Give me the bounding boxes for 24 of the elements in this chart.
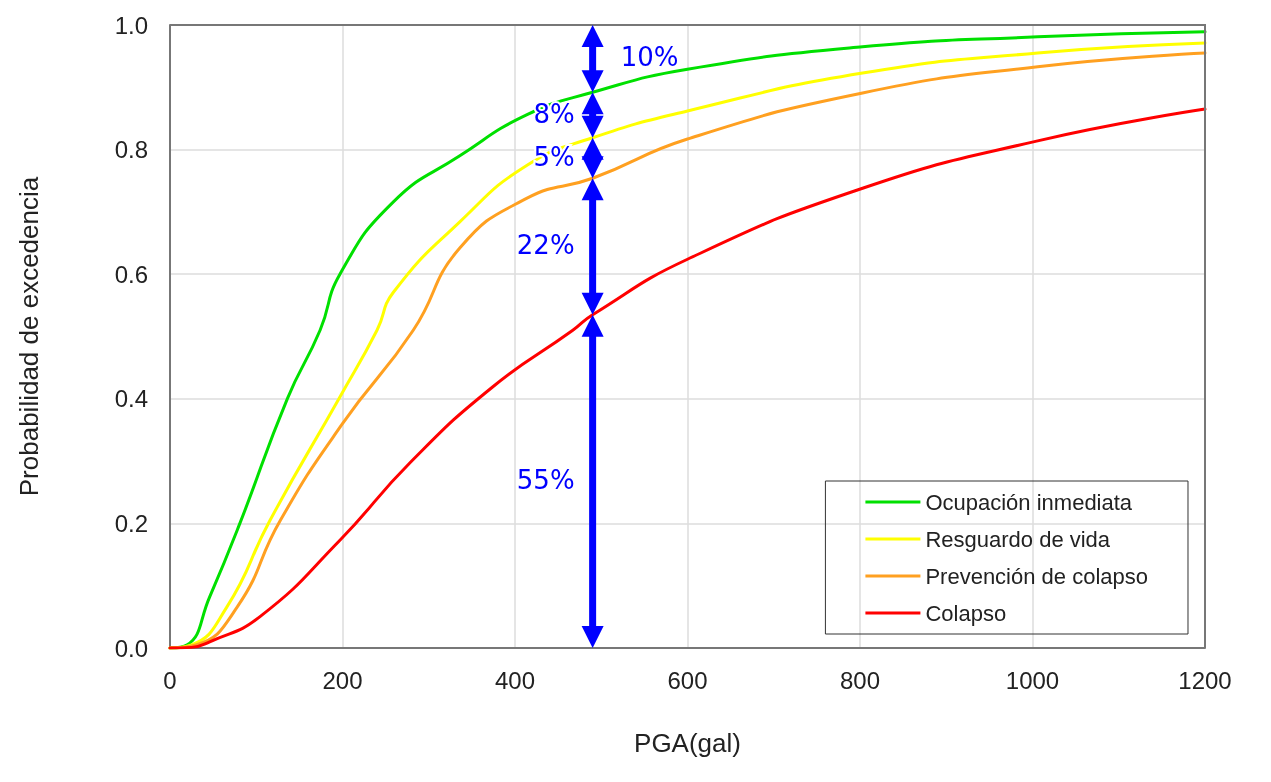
x-tick-label: 400	[494, 666, 536, 694]
x-tick-label: 0	[163, 666, 177, 694]
annotation: 55%	[516, 464, 575, 495]
legend-label: Prevención de colapso	[925, 563, 1148, 589]
y-tick-label: 0.6	[114, 260, 148, 288]
y-tick-label: 0.2	[114, 509, 148, 537]
annotation: 22%	[516, 229, 575, 260]
annotation: 5%	[533, 141, 575, 172]
legend-label: Colapso	[925, 600, 1007, 626]
y-tick-label: 0.0	[114, 634, 148, 662]
y-axis-title: Probabilidad de excedencia	[14, 176, 44, 497]
y-tick-label: 0.8	[114, 136, 148, 164]
y-tick-label: 1.0	[114, 11, 148, 39]
legend-label: Resguardo de vida	[925, 526, 1111, 552]
x-tick-label: 600	[667, 666, 708, 694]
x-axis-title: PGA(gal)	[634, 728, 741, 758]
x-tick-label: 1200	[1178, 666, 1232, 694]
annotation: 10%	[620, 42, 679, 73]
x-tick-label: 1000	[1005, 666, 1060, 694]
x-tick-label: 800	[839, 666, 881, 694]
legend-label: Ocupación inmediata	[925, 489, 1133, 515]
y-tick-label: 0.4	[114, 385, 148, 413]
x-tick-label: 200	[322, 666, 363, 694]
annotation: 8%	[533, 98, 575, 129]
